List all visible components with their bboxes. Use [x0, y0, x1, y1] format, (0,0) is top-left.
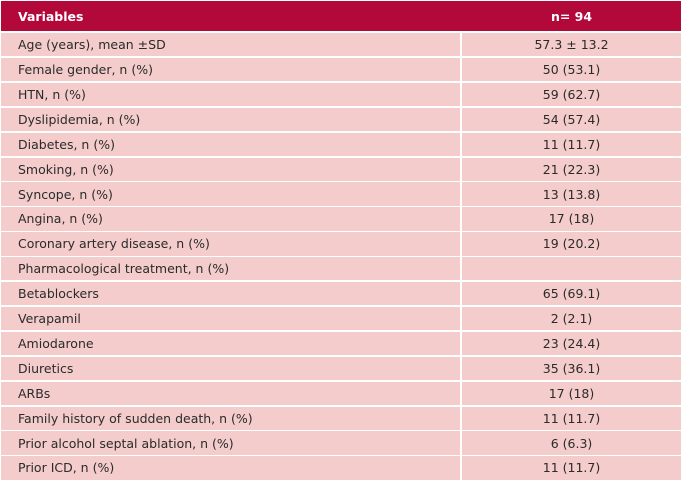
header-row: Variables n= 94 [1, 1, 681, 31]
table-row: Prior alcohol septal ablation, n (%) 6 (6… [1, 431, 681, 455]
table-row: Family history of sudden death, n (%) 11 … [1, 406, 681, 430]
label-cell: Age (years), mean ±SD [1, 33, 462, 57]
table-row: Smoking, n (%) 21 (22.3) [1, 157, 681, 181]
table-row: Diuretics 35 (36.1) [1, 356, 681, 381]
value-cell: 11 (11.7) [462, 132, 681, 156]
label-cell: Prior ICD, n (%) [1, 456, 462, 480]
value-cell: 35 (36.1) [462, 356, 681, 381]
label-cell: Syncope, n (%) [1, 182, 462, 206]
table-row: Verapamil 2 (2.1) [1, 306, 681, 331]
value-cell: n= 94 [550, 8, 593, 24]
label-cell: Female gender, n (%) [1, 57, 462, 82]
label-cell: Betablockers [1, 282, 462, 306]
label-cell: ARBs [1, 381, 462, 405]
value-cell: 19 (20.2) [462, 232, 681, 256]
label-cell: Angina, n (%) [1, 207, 462, 231]
value-cell: 6 (6.3) [462, 431, 681, 455]
table-row: HTN, n (%) 59 (62.7) [1, 82, 681, 107]
value-cell: 11 (11.7) [462, 456, 681, 480]
table-row: Betablockers 65 (69.1) [1, 282, 681, 306]
value-cell: 59 (62.7) [462, 82, 681, 107]
table-row: Dyslipidemia, n (%) 54 (57.4) [1, 107, 681, 132]
label-cell: Dyslipidemia, n (%) [1, 107, 462, 132]
value-cell: 50 (53.1) [462, 57, 681, 82]
label-cell: Verapamil [1, 306, 462, 331]
value-cell [462, 257, 681, 281]
value-cell: 17 (18) [462, 381, 681, 405]
label-cell: Prior alcohol septal ablation, n (%) [1, 431, 462, 455]
value-cell: 17 (18) [462, 207, 681, 231]
value-cell: 21 (22.3) [462, 157, 681, 181]
label-cell: Variables [18, 8, 84, 24]
value-cell: 11 (11.7) [462, 406, 681, 430]
label-cell: Coronary artery disease, n (%) [1, 232, 462, 256]
label-cell: Diuretics [1, 356, 462, 381]
label-cell: HTN, n (%) [1, 82, 462, 107]
value-cell: 2 (2.1) [462, 306, 681, 331]
table-row: Angina, n (%) 17 (18) [1, 207, 681, 231]
table-row: Diabetes, n (%) 11 (11.7) [1, 132, 681, 156]
value-cell: 13 (13.8) [462, 182, 681, 206]
label-cell: Smoking, n (%) [1, 157, 462, 181]
label-cell: Diabetes, n (%) [1, 132, 462, 156]
table-row: Coronary artery disease, n (%) 19 (20.2) [1, 232, 681, 256]
table-row: Age (years), mean ±SD 57.3 ± 13.2 [1, 33, 681, 57]
table-row: Female gender, n (%) 50 (53.1) [1, 57, 681, 82]
table-row: Syncope, n (%) 13 (13.8) [1, 182, 681, 206]
label-cell: Family history of sudden death, n (%) [1, 406, 462, 430]
label-cell: Pharmacological treatment, n (%) [1, 257, 462, 281]
label-cell: Amiodarone [1, 331, 462, 356]
value-cell: 65 (69.1) [462, 282, 681, 306]
table-row: ARBs 17 (18) [1, 381, 681, 405]
table-row: Pharmacological treatment, n (%) [1, 257, 681, 281]
value-cell: 54 (57.4) [462, 107, 681, 132]
table-row: Amiodarone 23 (24.4) [1, 331, 681, 356]
table-row: Prior ICD, n (%) 11 (11.7) [1, 456, 681, 480]
value-cell: 57.3 ± 13.2 [462, 33, 681, 57]
value-cell: 23 (24.4) [462, 331, 681, 356]
